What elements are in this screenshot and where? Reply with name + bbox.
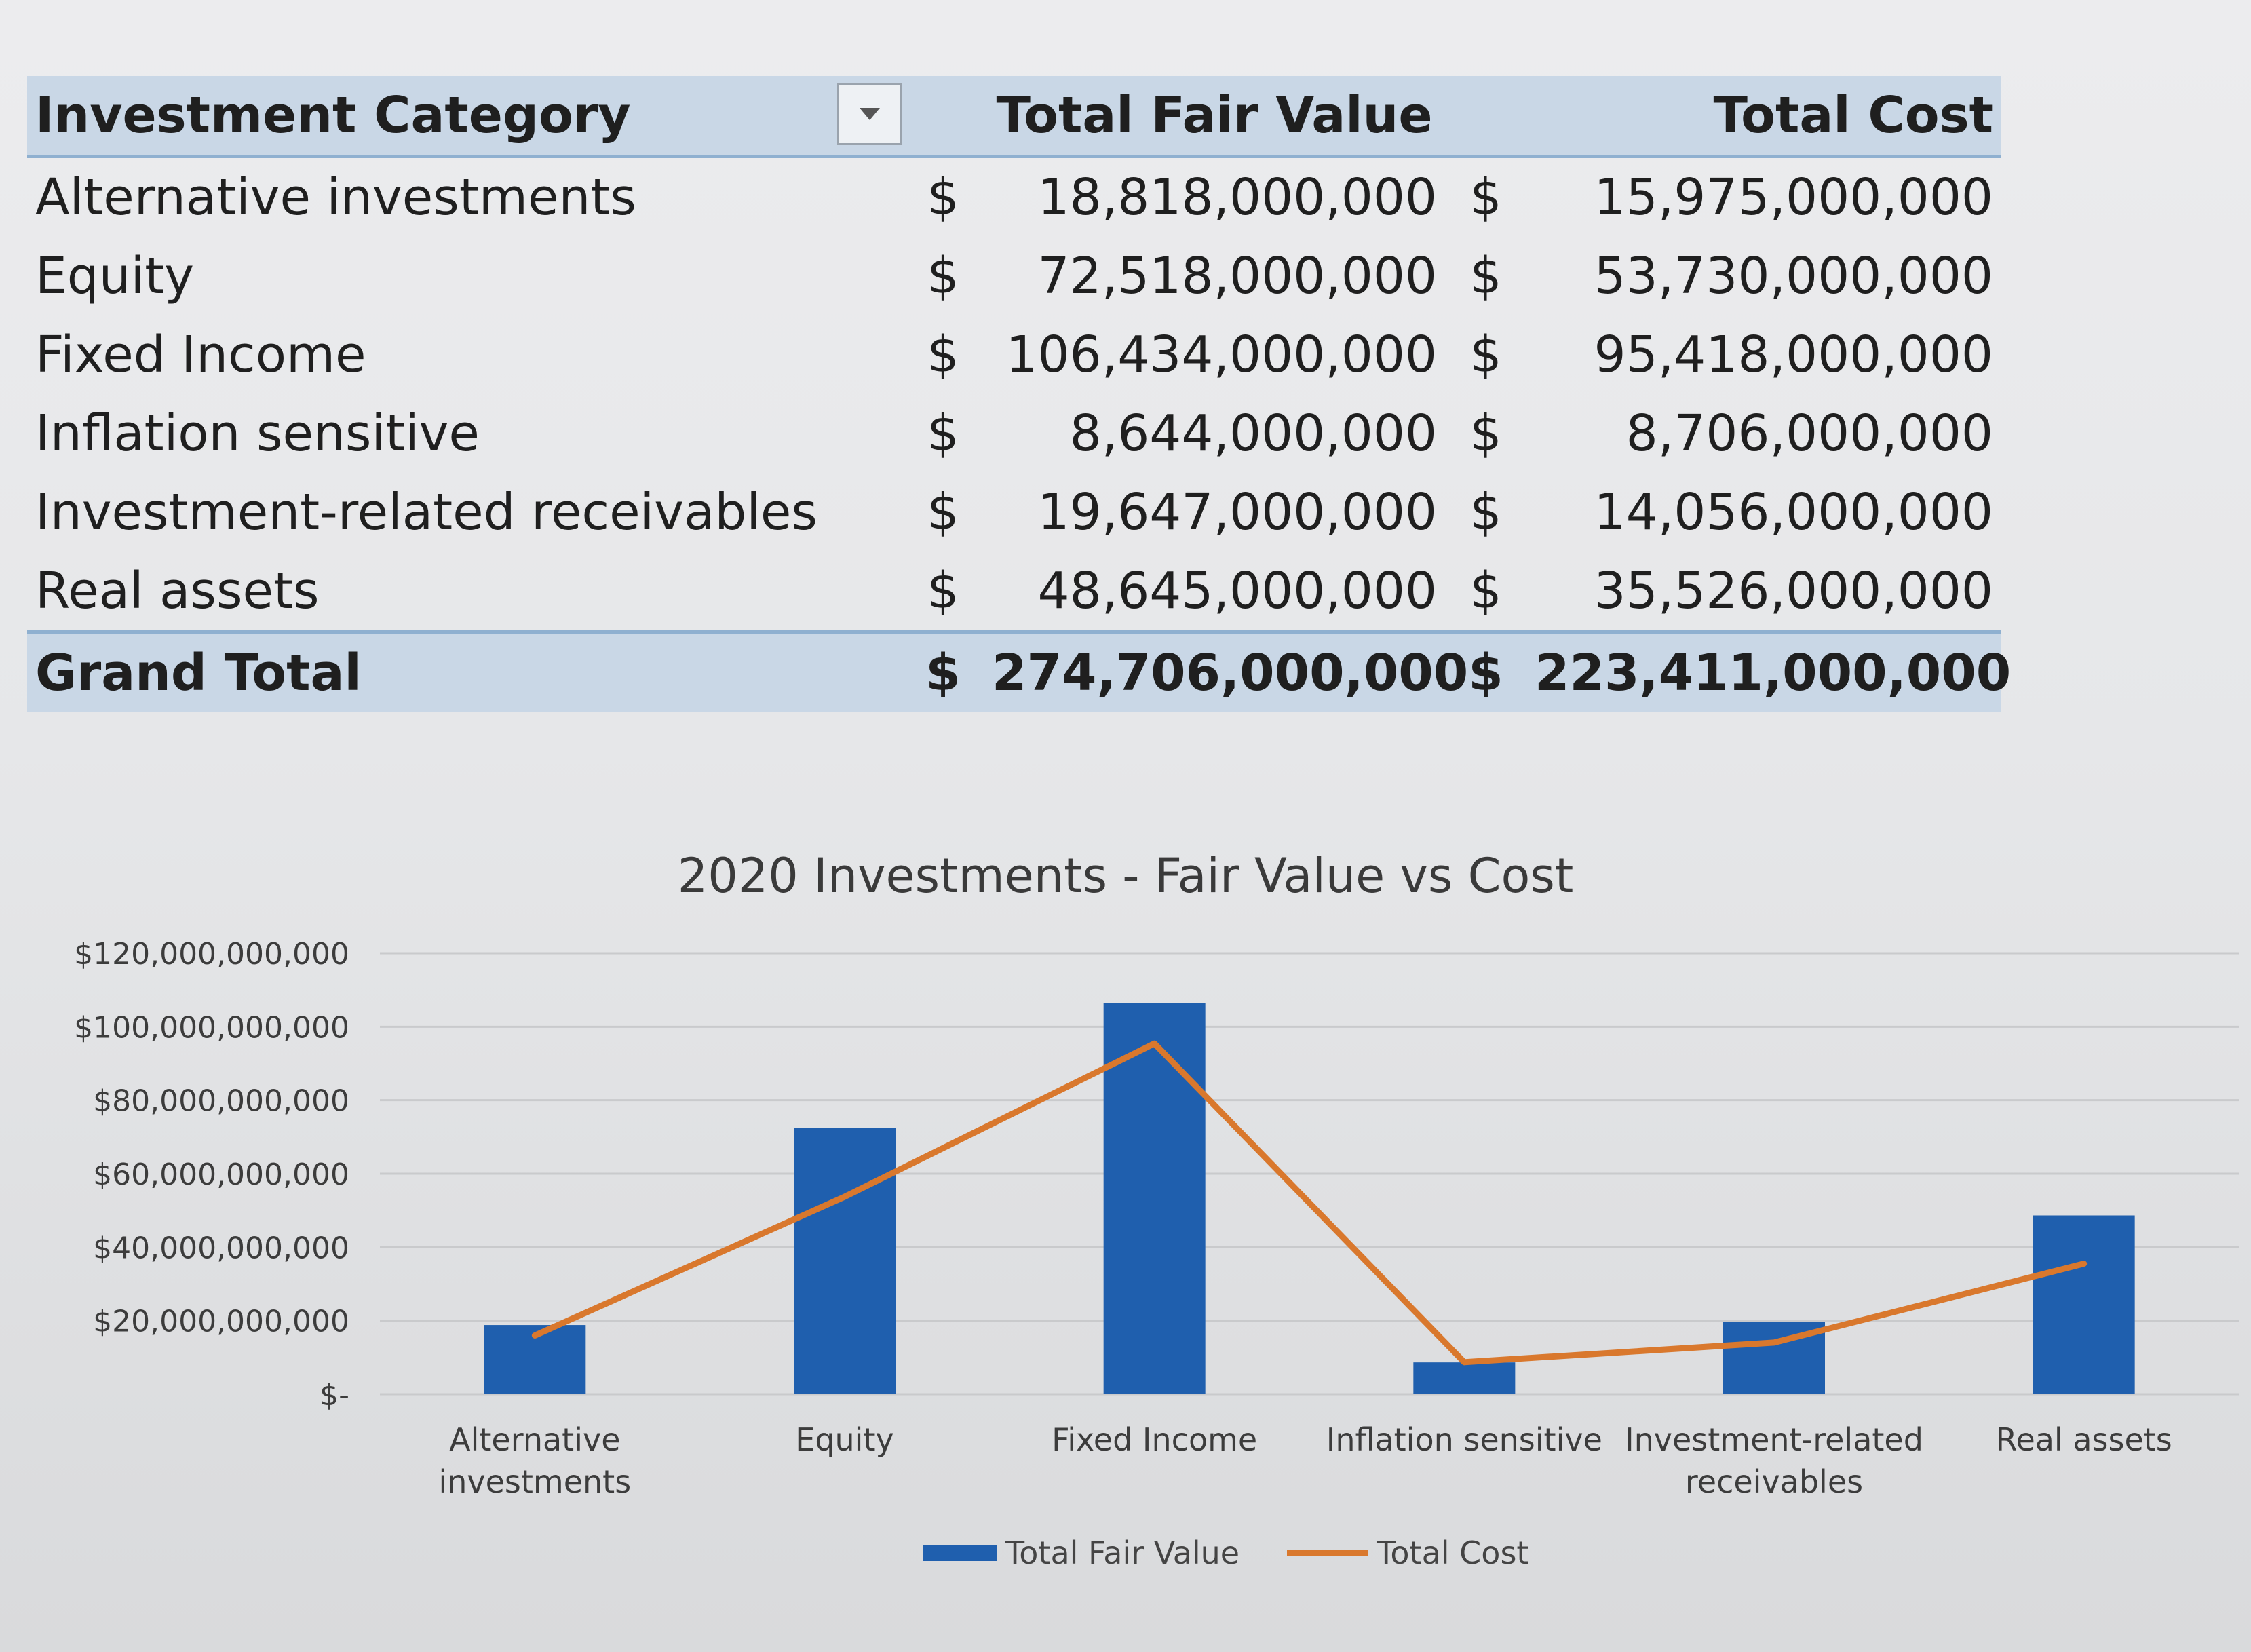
- fair-value-cell[interactable]: 106,434,000,000: [1005, 326, 1437, 384]
- cost-cell[interactable]: 8,706,000,000: [1625, 404, 1993, 463]
- currency-cell[interactable]: $: [927, 168, 959, 227]
- header-category: Investment Category: [35, 86, 631, 145]
- y-tick-label: $40,000,000,000: [93, 1231, 349, 1265]
- bar-fair-value: [794, 1128, 896, 1394]
- currency-cell[interactable]: $: [1469, 562, 1502, 620]
- currency-cell[interactable]: $: [1469, 404, 1502, 463]
- table-row[interactable]: Real assets $48,645,000,000 $35,526,000,00…: [27, 552, 2001, 632]
- fair-value-cell[interactable]: 18,818,000,000: [1037, 168, 1437, 227]
- y-tick-label: $80,000,000,000: [93, 1084, 349, 1119]
- legend-label-total-cost: Total Cost: [1377, 1535, 1529, 1571]
- header-currency-spacer: [1445, 76, 1526, 158]
- cost-cell[interactable]: 223,411,000,000: [1526, 630, 2011, 712]
- x-category-label: Equity: [795, 1421, 893, 1458]
- x-category-label: Real assets: [1996, 1421, 2172, 1458]
- table-row[interactable]: Inflation sensitive $8,644,000,000 $8,706,…: [27, 394, 2001, 473]
- category-cell[interactable]: Investment-related receivables: [35, 483, 817, 541]
- currency-cell[interactable]: $: [927, 404, 959, 463]
- legend-swatch-fair-value: [923, 1545, 997, 1561]
- currency-cell[interactable]: $: [1469, 326, 1502, 384]
- x-category-label: Fixed Income: [1052, 1421, 1257, 1458]
- pivot-table: Investment Category Total Fair Value Tot…: [27, 76, 2011, 712]
- y-tick-label: $100,000,000,000: [74, 1010, 349, 1045]
- fair-value-cell[interactable]: 274,706,000,000: [984, 630, 1468, 712]
- category-cell[interactable]: Real assets: [35, 562, 320, 620]
- filter-dropdown-button[interactable]: [837, 83, 902, 145]
- header-currency-spacer: [902, 76, 984, 158]
- legend-swatch-total-cost: [1287, 1550, 1369, 1556]
- fair-value-cell[interactable]: 8,644,000,000: [1069, 404, 1437, 463]
- x-category-label: receivables: [1685, 1463, 1863, 1500]
- y-tick-label: $20,000,000,000: [93, 1305, 349, 1339]
- x-category-label: investments: [438, 1463, 631, 1500]
- cost-cell[interactable]: 15,975,000,000: [1594, 168, 1993, 227]
- header-fair-value: Total Fair Value: [984, 76, 1445, 158]
- category-cell[interactable]: Alternative investments: [35, 168, 636, 227]
- category-cell[interactable]: Grand Total: [27, 630, 902, 712]
- currency-cell[interactable]: $: [927, 562, 959, 620]
- category-cell[interactable]: Inflation sensitive: [35, 404, 480, 463]
- fair-value-cell[interactable]: 72,518,000,000: [1037, 247, 1437, 305]
- table-row[interactable]: Investment-related receivables $19,647,00…: [27, 473, 2001, 552]
- header-cost: Total Cost: [1526, 76, 2001, 158]
- bar-fair-value: [1103, 1003, 1206, 1394]
- chevron-down-icon: [860, 108, 880, 120]
- cost-cell[interactable]: 95,418,000,000: [1594, 326, 1993, 384]
- currency-cell[interactable]: $: [1469, 483, 1502, 541]
- currency-cell[interactable]: $: [902, 630, 984, 712]
- table-row[interactable]: Equity $72,518,000,000 $53,730,000,000: [27, 237, 2001, 315]
- line-total-cost: [531, 1040, 2088, 1366]
- y-tick-label: $60,000,000,000: [93, 1157, 349, 1192]
- currency-cell[interactable]: $: [1469, 168, 1502, 227]
- table-row[interactable]: Fixed Income $106,434,000,000 $95,418,000,…: [27, 315, 2001, 394]
- grand-total-row[interactable]: Grand Total $274,706,000,000 $223,411,000,…: [27, 630, 2011, 712]
- cost-cell[interactable]: 35,526,000,000: [1594, 562, 1993, 620]
- fair-value-cell[interactable]: 48,645,000,000: [1037, 562, 1437, 620]
- header-category-cell: Investment Category: [27, 76, 902, 158]
- x-category-label: Investment-related: [1625, 1421, 1923, 1458]
- y-tick-label: $-: [320, 1378, 349, 1413]
- cost-cell[interactable]: 53,730,000,000: [1594, 247, 1993, 305]
- bar-fair-value: [1413, 1362, 1516, 1394]
- legend-item-fair-value[interactable]: Total Fair Value: [923, 1535, 1239, 1571]
- legend-item-total-cost[interactable]: Total Cost: [1287, 1535, 1528, 1571]
- fair-value-cell[interactable]: 19,647,000,000: [1037, 483, 1437, 541]
- currency-cell[interactable]: $: [927, 483, 959, 541]
- y-tick-label: $120,000,000,000: [74, 937, 349, 972]
- legend-label-fair-value: Total Fair Value: [1005, 1535, 1240, 1571]
- pivot-body: Alternative investments $18,818,000,000 $1…: [27, 157, 2011, 712]
- category-cell[interactable]: Fixed Income: [35, 326, 366, 384]
- currency-cell[interactable]: $: [927, 326, 959, 384]
- chart-title: 2020 Investments - Fair Value vs Cost: [677, 848, 1574, 904]
- table-row[interactable]: Alternative investments $18,818,000,000 $1…: [27, 157, 2001, 237]
- x-category-label: Alternative: [449, 1421, 620, 1458]
- chart-legend: Total Fair Value Total Cost: [923, 1535, 1576, 1571]
- currency-cell[interactable]: $: [1445, 630, 1526, 712]
- category-cell[interactable]: Equity: [35, 247, 194, 305]
- currency-cell[interactable]: $: [1469, 247, 1502, 305]
- currency-cell[interactable]: $: [927, 247, 959, 305]
- x-category-label: Inflation sensitive: [1326, 1421, 1602, 1458]
- header-row: Investment Category Total Fair Value Tot…: [27, 76, 2001, 158]
- bar-fair-value: [2033, 1215, 2135, 1394]
- cost-cell[interactable]: 14,056,000,000: [1594, 483, 1993, 541]
